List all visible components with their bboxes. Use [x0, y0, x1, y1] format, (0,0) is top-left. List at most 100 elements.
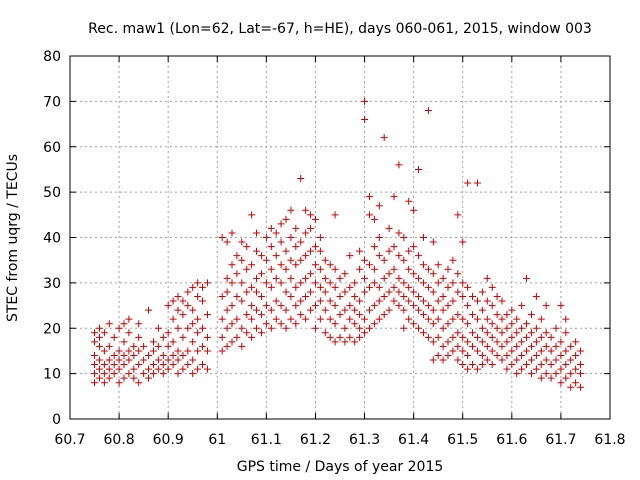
data-point — [169, 361, 177, 369]
data-point — [405, 283, 413, 291]
data-point — [91, 351, 99, 359]
data-point — [105, 356, 113, 364]
data-point — [159, 351, 167, 359]
data-point — [419, 279, 427, 287]
data-point — [424, 265, 432, 273]
data-point — [493, 324, 501, 332]
data-point — [105, 365, 113, 373]
data-point — [454, 270, 462, 278]
data-point — [400, 292, 408, 300]
data-point — [316, 247, 324, 255]
data-point — [316, 265, 324, 273]
data-point — [95, 365, 103, 373]
data-point — [537, 361, 545, 369]
data-point — [331, 265, 339, 273]
data-point — [361, 315, 369, 323]
axis-ticks — [69, 55, 611, 420]
data-point — [419, 261, 427, 269]
data-point — [125, 370, 133, 378]
data-point — [542, 356, 550, 364]
data-point — [135, 361, 143, 369]
data-point — [257, 311, 265, 319]
data-point — [292, 224, 300, 232]
data-point — [365, 211, 373, 219]
data-point — [469, 311, 477, 319]
data-point — [395, 161, 403, 169]
data-point — [311, 243, 319, 251]
data-point — [444, 265, 452, 273]
data-point — [135, 347, 143, 355]
data-point — [439, 356, 447, 364]
data-point — [429, 238, 437, 246]
data-point — [243, 265, 251, 273]
data-point — [498, 356, 506, 364]
data-point — [365, 324, 373, 332]
data-point — [459, 238, 467, 246]
data-point — [577, 383, 585, 391]
data-point — [316, 315, 324, 323]
data-point — [184, 302, 192, 310]
y-tick-label: 20 — [43, 321, 61, 337]
data-point — [542, 342, 550, 350]
data-point — [100, 329, 108, 337]
data-point — [100, 361, 108, 369]
data-point — [346, 252, 354, 260]
data-point — [233, 252, 241, 260]
data-point — [395, 229, 403, 237]
data-point — [203, 365, 211, 373]
data-point — [287, 206, 295, 214]
data-point — [194, 315, 202, 323]
data-point — [483, 356, 491, 364]
data-point — [356, 333, 364, 341]
data-point — [390, 193, 398, 201]
data-point — [532, 351, 540, 359]
data-point — [223, 274, 231, 282]
data-point — [223, 342, 231, 350]
data-point — [95, 356, 103, 364]
data-point — [361, 116, 369, 124]
data-point — [164, 365, 172, 373]
data-point — [508, 347, 516, 355]
data-point — [562, 329, 570, 337]
data-point — [154, 356, 162, 364]
data-point — [125, 315, 133, 323]
data-point — [100, 379, 108, 387]
data-point — [562, 374, 570, 382]
data-point — [302, 229, 310, 237]
data-point — [439, 306, 447, 314]
data-point — [341, 270, 349, 278]
data-point — [375, 315, 383, 323]
data-point — [253, 274, 261, 282]
data-point — [424, 315, 432, 323]
data-point — [351, 292, 359, 300]
data-point — [356, 311, 364, 319]
data-point — [346, 315, 354, 323]
data-point — [145, 351, 153, 359]
data-point — [149, 338, 157, 346]
data-point — [532, 324, 540, 332]
data-point — [390, 243, 398, 251]
data-point — [577, 370, 585, 378]
data-point — [100, 347, 108, 355]
data-point — [429, 288, 437, 296]
data-point — [95, 333, 103, 341]
data-point — [429, 320, 437, 328]
data-point — [218, 292, 226, 300]
data-point — [311, 302, 319, 310]
data-point — [321, 288, 329, 296]
x-tick-label: 61.1 — [251, 432, 282, 448]
data-point — [351, 279, 359, 287]
data-point — [356, 265, 364, 273]
data-point — [110, 361, 118, 369]
data-point — [370, 279, 378, 287]
data-point — [493, 292, 501, 300]
data-point — [199, 324, 207, 332]
data-point — [199, 297, 207, 305]
data-point — [488, 361, 496, 369]
data-point — [405, 315, 413, 323]
data-point — [297, 311, 305, 319]
data-point — [375, 202, 383, 210]
data-point — [331, 283, 339, 291]
data-point — [459, 292, 467, 300]
data-point — [547, 347, 555, 355]
